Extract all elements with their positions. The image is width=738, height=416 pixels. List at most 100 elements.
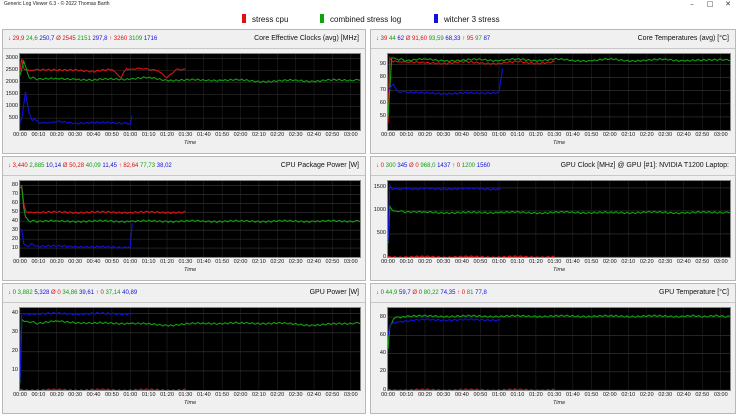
stat-value: 93,59 [427,36,444,42]
panel-stats: ↓ 29,9 24,6 250,7 Ø 2545 2151 297,8 ↑ 32… [8,36,157,43]
x-tick-label: 02:50 [695,259,710,265]
series-line-witcher [388,182,501,242]
y-tick-label: 30 [11,226,18,233]
x-tick-label: 03:00 [713,392,728,398]
x-tick-label: 00:00 [381,132,395,138]
app-title: Generic Log Viewer 6.3 - © 2022 Thomas B… [4,1,110,7]
stat-value: 40,89 [120,290,138,296]
x-tick-label: 03:00 [343,259,358,265]
x-tick-label: 01:40 [196,259,211,265]
x-tick-label: 02:50 [325,259,340,265]
series-line-witcher [388,68,504,96]
x-tick-label: 00:40 [86,392,101,398]
x-tick-label: 02:30 [658,132,673,138]
stat-value: 68,33 [443,36,461,42]
legend-item-stress-cpu[interactable]: stress cpu [242,14,288,24]
x-tick-label: 00:40 [455,132,469,138]
x-tick-label: 00:40 [455,392,469,398]
x-tick-label: 00:20 [418,132,432,138]
panel-title: Core Effective Clocks (avg) [MHz] [254,35,359,42]
plot-area[interactable] [387,53,731,131]
x-tick-label: 01:40 [565,392,580,398]
stat-value: ↑ 0 [94,290,104,296]
x-tick-label: 00:50 [473,132,488,138]
x-tick-label: 02:00 [233,132,248,138]
x-tick-label: 02:10 [252,259,266,265]
x-tick-label: 01:40 [196,132,211,138]
series-line-stress-cpu [20,58,186,79]
x-axis-title: Time [553,400,566,406]
x-tick-label: 02:40 [676,392,691,398]
x-tick-label: 02:30 [658,259,673,265]
maximize-button[interactable]: □ [706,0,714,8]
x-tick-label: 02:20 [639,392,654,398]
x-tick-label: 02:40 [307,259,321,265]
panel-core-clocks: ↓ 29,9 24,6 250,7 Ø 2545 2151 297,8 ↑ 32… [2,29,366,154]
x-tick-label: 01:10 [510,259,525,265]
x-tick-label: 00:10 [399,259,414,265]
y-tick-label: 2500 [5,67,18,74]
stat-value: 74,35 [438,290,456,296]
stat-value: 2,885 [27,163,45,169]
x-tick-label: 01:50 [584,259,599,265]
plot-area[interactable] [387,307,731,391]
stat-value: Ø 0 [49,290,61,296]
y-tick-label: 10 [11,244,18,251]
series-line-combined [20,318,360,383]
x-tick-label: 01:00 [492,392,506,398]
x-tick-label: 01:40 [565,259,580,265]
y-tick-label: 70 [379,87,386,94]
stat-value: 40,09 [84,163,101,169]
x-tick-label: 01:50 [215,259,230,265]
x-tick-label: 00:10 [31,132,46,138]
minimize-button[interactable]: – [690,0,694,8]
close-button[interactable]: ✕ [725,0,731,8]
x-tick-label: 01:10 [510,392,525,398]
panel-divider [3,175,365,176]
panel-stats: ↓ 0 44,9 59,7 Ø 0 80,22 74,35 ↑ 0 81 77,… [376,290,487,297]
x-tick-label: 01:30 [547,392,562,398]
series-line-combined [20,186,360,224]
y-tick-label: 1500 [5,90,18,97]
plot-area[interactable] [19,307,361,391]
plot-area[interactable] [19,53,361,131]
x-tick-label: 00:40 [455,259,469,265]
stat-value: 97 [473,36,482,42]
stat-value: 59,7 [397,290,411,296]
y-tick-label: 2000 [5,79,18,85]
x-tick-label: 01:00 [123,259,138,265]
line-chart [388,308,730,390]
series-line-stress-cpu [20,184,186,215]
x-tick-label: 00:00 [13,132,27,138]
stat-value: 3,882 [16,290,33,296]
plot-area[interactable] [387,180,731,258]
legend-item-combined[interactable]: combined stress log [320,14,401,24]
x-tick-label: 00:10 [399,132,414,138]
x-tick-label: 02:10 [621,392,636,398]
stat-value: 297,8 [90,36,108,42]
x-tick-label: 00:50 [473,259,488,265]
x-tick-label: 01:50 [215,132,230,138]
x-tick-label: 00:00 [381,259,395,265]
x-tick-label: 03:00 [343,132,358,138]
stat-value: ↑ 95 [460,36,474,42]
series-line-stress-cpu [388,56,555,124]
x-tick-label: 01:40 [196,392,211,398]
stat-value: ↓ 0 [376,163,385,169]
line-chart [20,181,360,257]
stat-value: 77,73 [138,163,156,169]
x-tick-label: 01:20 [160,132,174,138]
x-tick-label: 00:20 [49,132,64,138]
y-tick-label: 90 [379,60,386,67]
legend: stress cpu combined stress log witcher 3… [0,9,738,29]
stat-value: Ø 91,60 [404,36,428,42]
series-line-witcher [20,311,133,381]
y-tick-label: 40 [379,350,386,357]
x-tick-label: 00:20 [49,259,64,265]
legend-item-witcher[interactable]: witcher 3 stress [434,14,500,24]
legend-swatch-red [242,14,246,23]
x-tick-label: 00:00 [381,392,395,398]
y-tick-label: 500 [8,114,18,121]
y-tick-label: 50 [11,208,18,215]
plot-area[interactable] [19,180,361,258]
